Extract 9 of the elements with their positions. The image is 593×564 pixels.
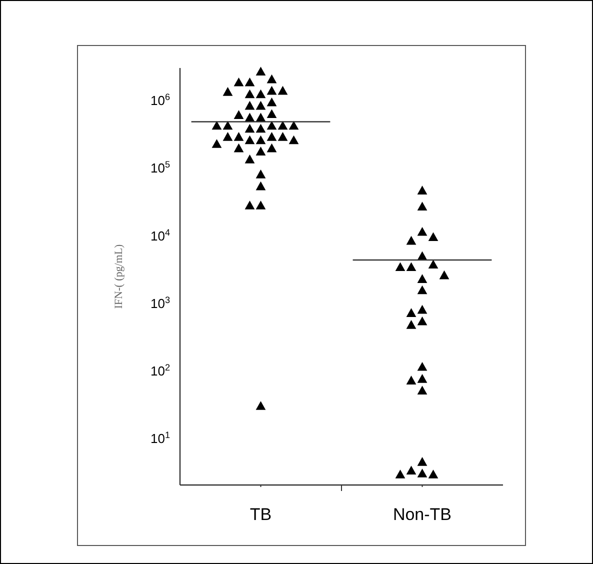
y-tick-label: 10$^{2}$ bbox=[150, 362, 170, 378]
y-tick-label: 10$^{3}$ bbox=[150, 294, 170, 311]
y-tick-label: 10$^{6}$ bbox=[150, 92, 170, 108]
y-axis-title: IFN-( (pg/mL) bbox=[113, 244, 125, 309]
x-tick-label: Non-TB bbox=[392, 505, 452, 524]
y-tick-label: 10$^{1}$ bbox=[150, 430, 170, 446]
x-tick-label: TB bbox=[250, 505, 272, 524]
y-tick-label: 10$^{5}$ bbox=[150, 160, 170, 176]
y-tick-label: 10$^{4}$ bbox=[150, 227, 170, 244]
